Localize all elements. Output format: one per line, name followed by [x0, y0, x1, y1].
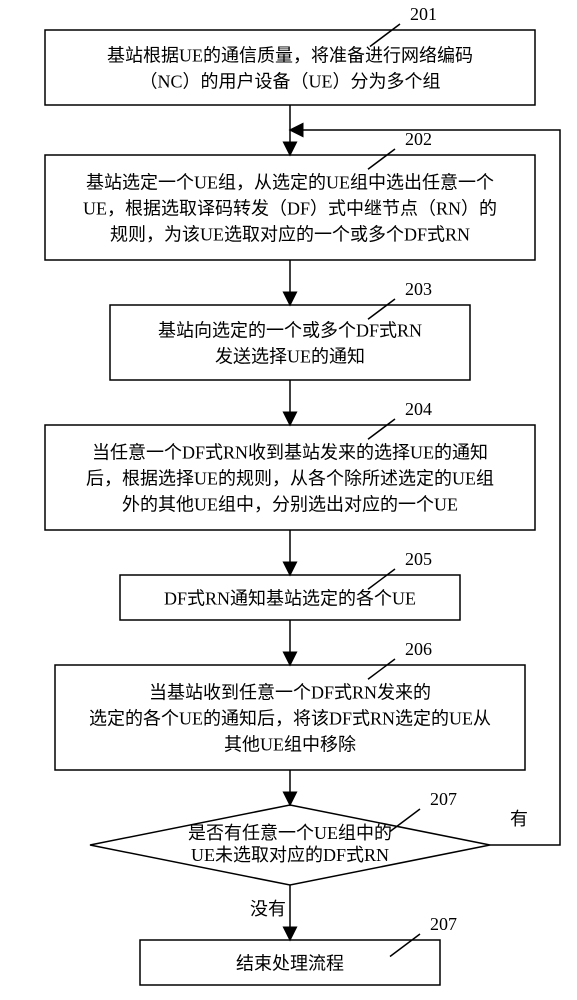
node-text: UE，根据选取译码转发（DF）式中继节点（RN）的	[83, 199, 497, 219]
step-label-205: 205	[405, 549, 432, 569]
node-text: 当任意一个DF式RN收到基站发来的选择UE的通知	[92, 443, 488, 463]
node-text: 是否有任意一个UE组中的	[188, 823, 392, 843]
branch-no-label: 没有	[250, 899, 286, 919]
node-text: 发送选择UE的通知	[215, 347, 365, 367]
step-label-203: 203	[405, 279, 432, 299]
node-text: 当基站收到任意一个DF式RN发来的	[149, 683, 431, 703]
step-label-201: 201	[410, 4, 437, 24]
node-text: 结束处理流程	[236, 954, 344, 974]
node-n201: 基站根据UE的通信质量，将准备进行网络编码 （NC）的用户设备（UE）分为多个组 2…	[45, 4, 535, 105]
node-text: 基站选定一个UE组，从选定的UE组中选出任意一个	[86, 173, 494, 193]
node-text: 其他UE组中移除	[224, 735, 356, 755]
node-text: 后，根据选择UE的规则，从各个除所述选定的UE组	[86, 469, 494, 489]
node-text: 规则，为该UE选取对应的一个或多个DF式RN	[110, 225, 470, 245]
node-text: 基站向选定的一个或多个DF式RN	[158, 321, 422, 341]
node-text: 选定的各个UE的通知后，将该DF式RN选定的UE从	[89, 709, 491, 729]
node-text: 基站根据UE的通信质量，将准备进行网络编码	[107, 46, 473, 66]
step-label-207: 207	[430, 914, 457, 934]
node-text: （NC）的用户设备（UE）分为多个组	[140, 72, 441, 92]
step-label-202: 202	[405, 129, 432, 149]
step-label-206: 206	[405, 639, 432, 659]
node-text: DF式RN通知基站选定的各个UE	[164, 589, 416, 609]
branch-yes-label: 有	[510, 809, 528, 829]
step-label-207: 207	[430, 789, 457, 809]
node-text: 外的其他UE组中，分别选出对应的一个UE	[122, 495, 458, 515]
node-text: UE未选取对应的DF式RN	[191, 845, 389, 865]
node-n208: 结束处理流程 207	[140, 914, 457, 985]
flowchart-canvas: 基站根据UE的通信质量，将准备进行网络编码 （NC）的用户设备（UE）分为多个组 2…	[0, 0, 577, 1000]
step-label-204: 204	[405, 399, 432, 419]
